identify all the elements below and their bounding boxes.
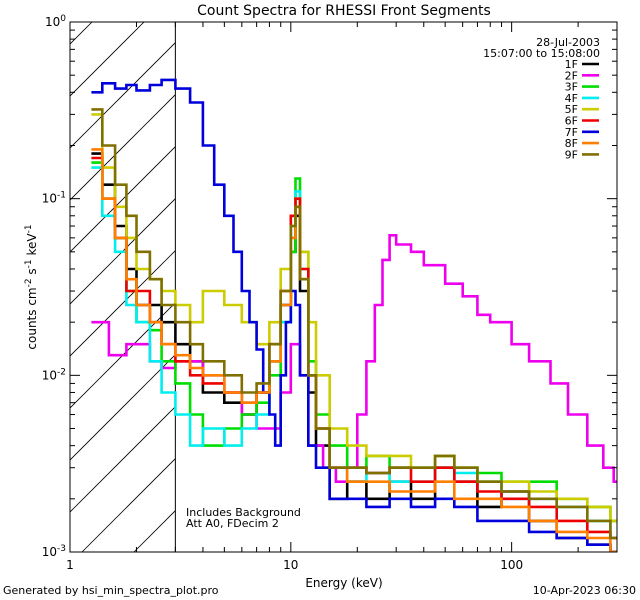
footer-timestamp: 10-Apr-2023 06:30 [532, 584, 636, 597]
y-tick-label: 10-1 [42, 191, 66, 206]
series-8F-line [91, 148, 617, 552]
series-7F-line [91, 78, 617, 552]
x-tick-label: 100 [500, 558, 523, 572]
hatch-line [70, 406, 176, 513]
series-2F-line [91, 234, 617, 483]
y-tick-label: 10-2 [42, 367, 66, 382]
annotation-attenuator: Att A0, FDecim 2 [186, 517, 279, 530]
x-tick-label: 1 [66, 558, 74, 572]
hatch-line [70, 250, 176, 357]
legend-label-8F: 8F [565, 137, 578, 150]
legend-label-3F: 3F [565, 81, 578, 94]
y-tick-label: 100 [45, 14, 66, 29]
hatched-region [70, 22, 176, 552]
legend-label-1F: 1F [565, 58, 578, 71]
x-tick-label: 10 [283, 558, 298, 572]
series-layer [91, 22, 617, 552]
footer-generator: Generated by hsi_min_spectra_plot.pro [3, 584, 219, 597]
series-9F-line [91, 108, 617, 540]
axes: 1 10 100 100 10-1 10-2 10-3 [42, 14, 618, 572]
annotation-background: Includes Background [186, 506, 301, 519]
hatch-line [70, 198, 176, 305]
legend-label-7F: 7F [565, 126, 578, 139]
x-axis-label: Energy (keV) [305, 576, 382, 590]
chart-title: Count Spectra for RHESSI Front Segments [197, 3, 491, 19]
hatch-line [70, 94, 176, 201]
y-axis-label: counts cm-2 s-1 keV-1 [24, 224, 39, 349]
legend-label-5F: 5F [565, 103, 578, 116]
legend-label-9F: 9F [565, 148, 578, 161]
series-5F-line [91, 113, 617, 523]
legend-label-4F: 4F [565, 92, 578, 105]
time-range-label: 15:07:00 to 15:08:00 [483, 47, 600, 60]
legend-label-6F: 6F [565, 115, 578, 128]
y-tick-label: 10-3 [42, 544, 66, 559]
hatch-line [70, 354, 176, 461]
date-label: 28-Jul-2003 [536, 36, 600, 49]
legend-label-2F: 2F [565, 69, 578, 82]
plot-frame [69, 21, 618, 553]
hatch-line [81, 458, 176, 552]
hatch-line [70, 22, 145, 97]
